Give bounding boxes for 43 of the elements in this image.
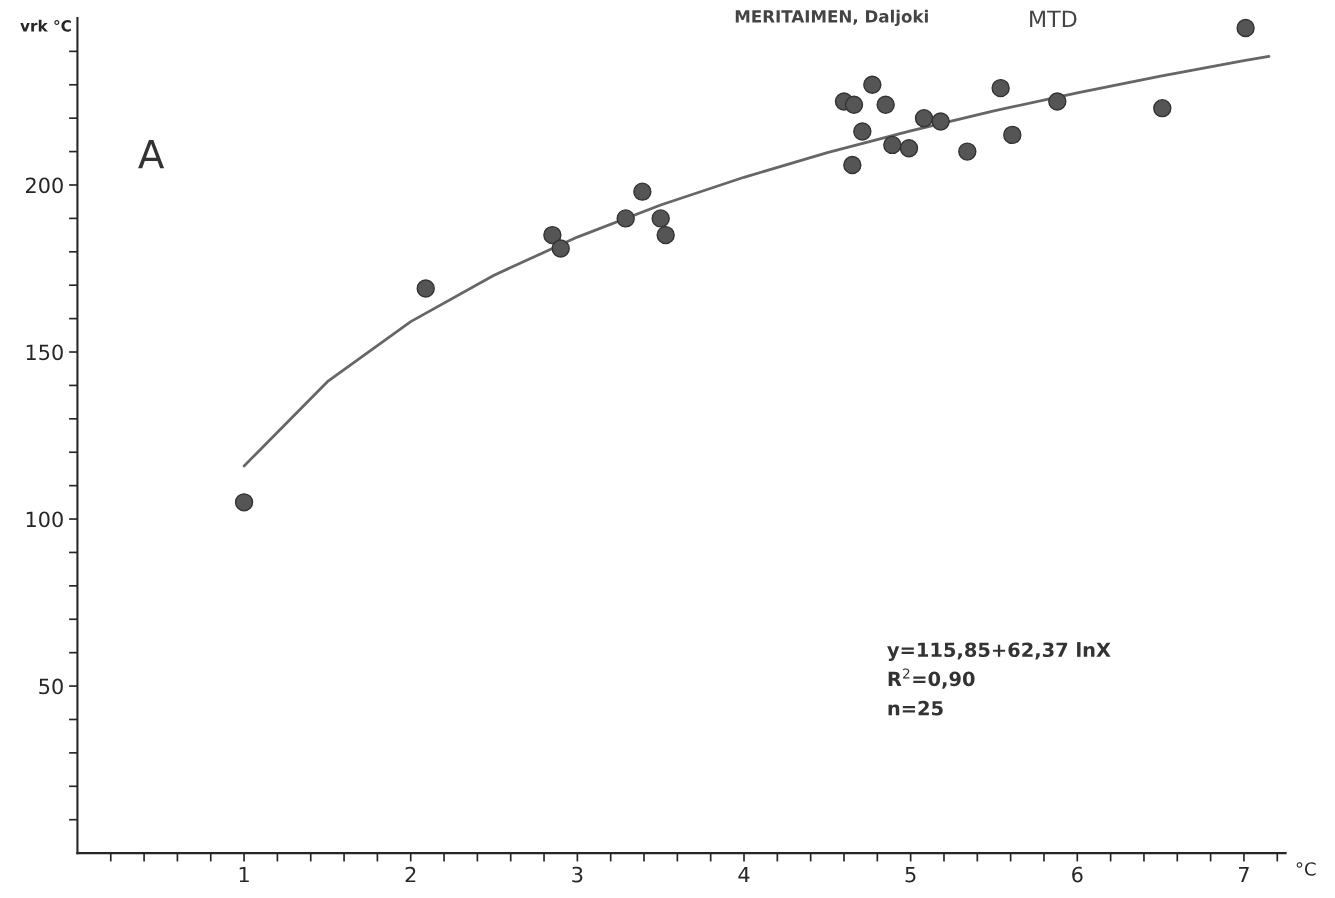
annotation: n=25 — [888, 700, 943, 716]
point — [899, 139, 919, 158]
point — [883, 135, 902, 155]
x-tick-label: 3 — [572, 866, 583, 883]
point — [853, 122, 872, 141]
point — [1048, 92, 1067, 111]
x-tick-label: 5 — [905, 866, 916, 883]
annotation: y=115,85+62,37 lnX — [887, 642, 1111, 662]
point — [1153, 98, 1172, 118]
point — [543, 225, 562, 245]
point — [416, 279, 435, 298]
x-tick-label: 6 — [1072, 866, 1083, 883]
point — [1236, 18, 1255, 38]
line-series — [242, 54, 1271, 468]
point — [844, 95, 864, 115]
annotation: R$^{2}$=0,90 — [888, 668, 975, 689]
point — [914, 108, 934, 128]
point — [616, 209, 635, 228]
y-tick-label: 200 — [26, 177, 63, 194]
x-tick-label: 7 — [1239, 866, 1249, 883]
point — [551, 239, 570, 258]
point — [863, 75, 882, 94]
chart-title: MERITAIMEN, Daljoki — [735, 9, 928, 27]
y-tick-label: 50 — [39, 678, 63, 695]
chart-subtitle: MTD — [1030, 10, 1077, 27]
x-tick-label: 2 — [405, 866, 416, 883]
point — [651, 209, 670, 228]
y-tick-label: 100 — [26, 511, 63, 528]
point — [958, 142, 977, 161]
point — [1003, 125, 1022, 145]
y-tick-label: 150 — [26, 344, 63, 361]
annotation: A — [138, 139, 165, 169]
point — [234, 493, 254, 512]
y-axis-title: vrk °C — [20, 19, 71, 32]
point — [656, 225, 675, 245]
point — [931, 112, 950, 131]
x-axis-title: °C — [1296, 862, 1316, 876]
x-tick-label: 1 — [239, 866, 249, 883]
point — [633, 182, 652, 201]
point — [991, 78, 1010, 98]
x-tick-label: 4 — [738, 866, 750, 883]
point — [843, 155, 862, 175]
point — [876, 95, 895, 115]
